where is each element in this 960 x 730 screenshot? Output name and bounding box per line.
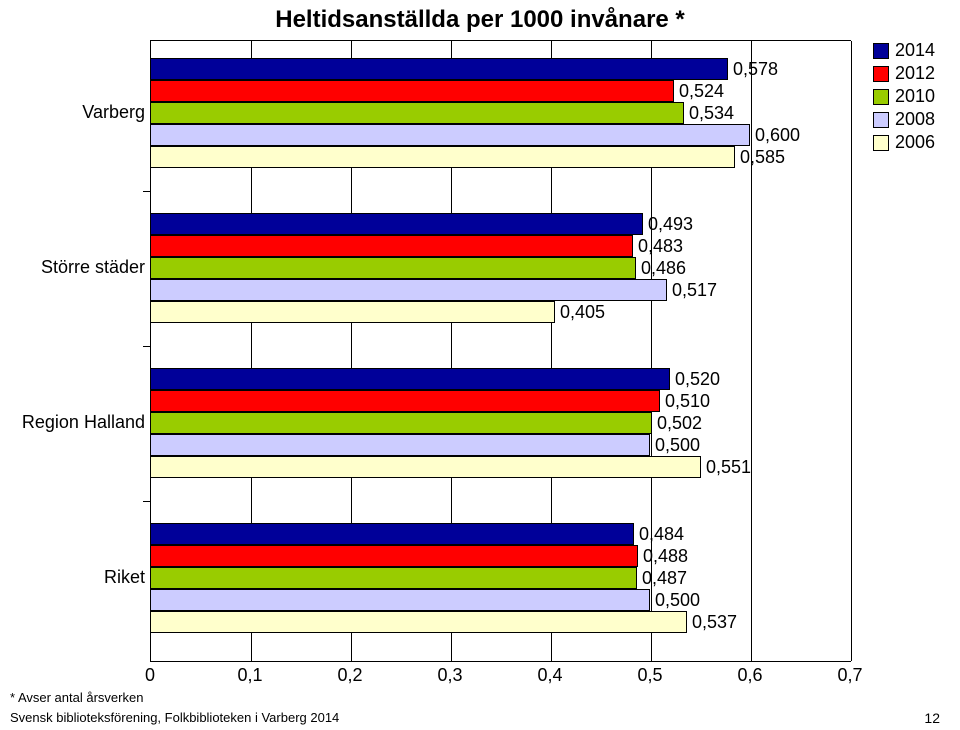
y-tick [143, 501, 150, 502]
bar-value-label: 0,500 [655, 590, 700, 611]
bar-value-label: 0,585 [740, 147, 785, 168]
legend-item: 2006 [873, 132, 935, 153]
bar-value-label: 0,578 [733, 59, 778, 80]
legend-label: 2012 [895, 63, 935, 84]
legend-label: 2008 [895, 109, 935, 130]
bar-value-label: 0,483 [638, 236, 683, 257]
y-category-label: Varberg [0, 102, 145, 123]
x-tick-label: 0,2 [320, 665, 380, 686]
legend-item: 2008 [873, 109, 935, 130]
gridline [851, 41, 852, 661]
legend-item: 2010 [873, 86, 935, 107]
bar [150, 235, 633, 257]
legend-swatch [873, 135, 889, 151]
x-tick-label: 0,6 [720, 665, 780, 686]
bar [150, 434, 650, 456]
y-category-label: Riket [0, 567, 145, 588]
bar-value-label: 0,486 [641, 258, 686, 279]
x-tick-label: 0,5 [620, 665, 680, 686]
bar [150, 611, 687, 633]
y-tick [143, 346, 150, 347]
bar-value-label: 0,488 [643, 546, 688, 567]
chart-title: Heltidsanställda per 1000 invånare * [0, 6, 960, 34]
bar-value-label: 0,517 [672, 280, 717, 301]
legend-swatch [873, 66, 889, 82]
x-tick-label: 0 [120, 665, 180, 686]
bar-value-label: 0,500 [655, 435, 700, 456]
footer-text: Svensk biblioteksförening, Folkbibliotek… [10, 710, 339, 725]
legend-label: 2014 [895, 40, 935, 61]
y-tick [143, 191, 150, 192]
bar [150, 102, 684, 124]
legend-swatch [873, 89, 889, 105]
footnote: * Avser antal årsverken [10, 690, 143, 705]
bar [150, 589, 650, 611]
bar [150, 301, 555, 323]
page-number: 12 [924, 710, 940, 726]
bar-value-label: 0,524 [679, 81, 724, 102]
bar-value-label: 0,484 [639, 524, 684, 545]
legend-item: 2012 [873, 63, 935, 84]
bar [150, 545, 638, 567]
bar [150, 257, 636, 279]
legend-label: 2010 [895, 86, 935, 107]
bar [150, 80, 674, 102]
x-tick-label: 0,3 [420, 665, 480, 686]
bar [150, 124, 750, 146]
bar [150, 456, 701, 478]
bar [150, 412, 652, 434]
x-tick-label: 0,1 [220, 665, 280, 686]
y-category-label: Region Halland [0, 412, 145, 433]
bar-value-label: 0,534 [689, 103, 734, 124]
bar-value-label: 0,537 [692, 612, 737, 633]
bar-value-label: 0,520 [675, 369, 720, 390]
legend: 20142012201020082006 [873, 40, 935, 155]
bar-value-label: 0,510 [665, 391, 710, 412]
bar-value-label: 0,493 [648, 214, 693, 235]
gridline [751, 41, 752, 661]
y-category-label: Större städer [0, 257, 145, 278]
bar-value-label: 0,600 [755, 125, 800, 146]
bar-value-label: 0,502 [657, 413, 702, 434]
bar [150, 567, 637, 589]
legend-item: 2014 [873, 40, 935, 61]
bar-value-label: 0,405 [560, 302, 605, 323]
bar-value-label: 0,551 [706, 457, 751, 478]
bar [150, 58, 728, 80]
bar-value-label: 0,487 [642, 568, 687, 589]
bar [150, 279, 667, 301]
legend-swatch [873, 43, 889, 59]
bar [150, 213, 643, 235]
bar [150, 390, 660, 412]
x-tick-label: 0,4 [520, 665, 580, 686]
bar [150, 146, 735, 168]
legend-swatch [873, 112, 889, 128]
legend-label: 2006 [895, 132, 935, 153]
bar [150, 368, 670, 390]
bar [150, 523, 634, 545]
x-tick-label: 0,7 [820, 665, 880, 686]
page-container: Heltidsanställda per 1000 invånare * 201… [0, 0, 960, 730]
